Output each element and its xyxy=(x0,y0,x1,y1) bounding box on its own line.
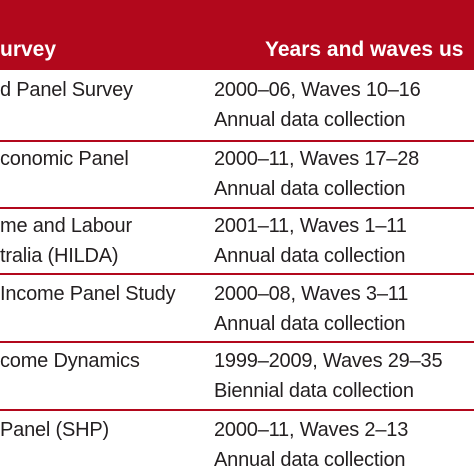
row-divider xyxy=(0,273,474,275)
row-divider xyxy=(0,140,474,142)
years-waves: 2000–11, Waves 17–28 xyxy=(214,148,420,170)
collection-type: Biennial data collection xyxy=(214,380,414,402)
survey-name: Panel (SHP) xyxy=(0,419,109,441)
row-divider xyxy=(0,409,474,411)
survey-name: me and Labour xyxy=(0,215,132,237)
collection-type: Annual data collection xyxy=(214,245,406,267)
years-waves: 2000–06, Waves 10–16 xyxy=(214,79,421,101)
row-divider xyxy=(0,207,474,209)
survey-name: come Dynamics xyxy=(0,350,140,372)
survey-name: d Panel Survey xyxy=(0,79,133,101)
row-divider xyxy=(0,341,474,343)
table-header: urvey Years and waves us xyxy=(0,0,474,70)
survey-name-line2: tralia (HILDA) xyxy=(0,245,119,267)
collection-type: Annual data collection xyxy=(214,178,406,200)
header-survey: urvey xyxy=(0,38,57,61)
collection-type: Annual data collection xyxy=(214,109,406,131)
years-waves: 2000–11, Waves 2–13 xyxy=(214,419,409,441)
survey-name: Income Panel Study xyxy=(0,283,176,305)
survey-name: conomic Panel xyxy=(0,148,129,170)
header-years-waves: Years and waves us xyxy=(265,38,464,61)
years-waves: 1999–2009, Waves 29–35 xyxy=(214,350,443,372)
collection-type: Annual data collection xyxy=(214,313,406,335)
years-waves: 2000–08, Waves 3–11 xyxy=(214,283,409,305)
collection-type: Annual data collection xyxy=(214,449,406,471)
years-waves: 2001–11, Waves 1–11 xyxy=(214,215,407,237)
